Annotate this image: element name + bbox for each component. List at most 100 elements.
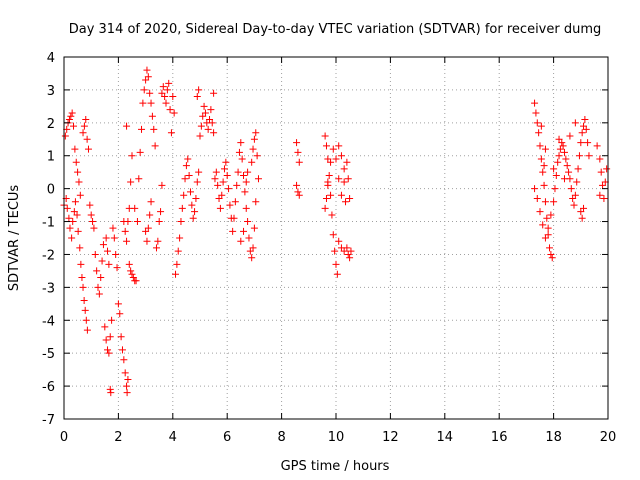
x-tick-labels: 0 2 4 6 8 10 12 14 16 18 20 (60, 430, 616, 445)
data-point (72, 158, 80, 166)
data-point (65, 214, 73, 222)
data-point (182, 162, 190, 170)
data-point (235, 148, 243, 156)
data-point (585, 152, 593, 160)
data-point (124, 218, 132, 226)
data-point (295, 191, 303, 199)
data-point (181, 175, 189, 183)
data-point (547, 211, 555, 219)
data-point (343, 158, 351, 166)
data-point (242, 204, 250, 212)
data-point (237, 237, 245, 245)
data-point (146, 211, 154, 219)
data-point (189, 214, 197, 222)
data-point (241, 188, 249, 196)
data-point (178, 204, 186, 212)
data-point (123, 389, 131, 397)
data-point (77, 260, 85, 268)
x-axis-label: GPS time / hours (281, 459, 390, 474)
y-tick-label: -4 (42, 314, 55, 329)
data-point (344, 175, 352, 183)
data-point (226, 201, 234, 209)
data-point (155, 218, 163, 226)
data-point (71, 145, 79, 153)
data-point (136, 148, 144, 156)
data-point (597, 168, 605, 176)
data-point (74, 227, 82, 235)
data-point (147, 99, 155, 107)
data-point (143, 66, 151, 74)
data-point (223, 171, 231, 179)
data-point (128, 270, 136, 278)
data-point (567, 185, 575, 193)
data-point (231, 198, 239, 206)
data-point (173, 260, 181, 268)
data-point (66, 224, 74, 232)
data-point (249, 145, 257, 153)
data-point (560, 148, 568, 156)
data-point (329, 145, 337, 153)
data-point (328, 211, 336, 219)
data-point (237, 139, 245, 147)
data-point (104, 247, 112, 255)
data-point (546, 244, 554, 252)
data-point (581, 116, 589, 124)
data-point (210, 129, 218, 137)
data-point (76, 244, 84, 252)
data-point (552, 171, 560, 179)
data-point (571, 119, 579, 127)
data-point (114, 300, 122, 308)
x-tick-label: 14 (437, 430, 454, 445)
data-point (554, 158, 562, 166)
data-point (322, 195, 330, 203)
data-point (106, 333, 114, 341)
data-point (108, 316, 116, 324)
data-point (248, 254, 256, 262)
data-point (123, 122, 131, 130)
data-point (238, 155, 246, 163)
data-point (547, 250, 555, 258)
data-point (531, 99, 539, 107)
data-point (138, 125, 146, 133)
data-point (536, 208, 544, 216)
data-point (161, 92, 169, 100)
data-point (135, 175, 143, 183)
data-point (73, 211, 81, 219)
data-point (177, 218, 185, 226)
data-point (577, 139, 585, 147)
data-point (249, 244, 257, 252)
data-point (321, 132, 329, 140)
data-point (551, 185, 559, 193)
data-point (78, 273, 86, 281)
data-point (121, 227, 129, 235)
data-point (97, 273, 105, 281)
data-point (143, 237, 151, 245)
x-tick-label: 20 (600, 430, 617, 445)
data-point (566, 132, 574, 140)
data-point (67, 112, 75, 120)
data-point (188, 201, 196, 209)
data-point (132, 277, 140, 285)
data-point (148, 112, 156, 120)
data-point (123, 382, 131, 390)
x-tick-label: 2 (114, 430, 122, 445)
data-point (68, 109, 76, 117)
data-point (191, 208, 199, 216)
data-point (335, 237, 343, 245)
data-point (124, 376, 132, 384)
data-point (321, 204, 329, 212)
data-point (325, 171, 333, 179)
data-point (578, 214, 586, 222)
data-point (212, 168, 220, 176)
x-tick-label: 6 (223, 430, 231, 445)
data-point (95, 290, 103, 298)
data-point (555, 135, 563, 143)
data-point (180, 191, 188, 199)
y-tick-label: 3 (47, 84, 55, 99)
data-point (533, 195, 541, 203)
data-point (195, 168, 203, 176)
data-point (106, 385, 114, 393)
data-point (218, 191, 226, 199)
data-point (90, 224, 98, 232)
data-point (346, 195, 354, 203)
